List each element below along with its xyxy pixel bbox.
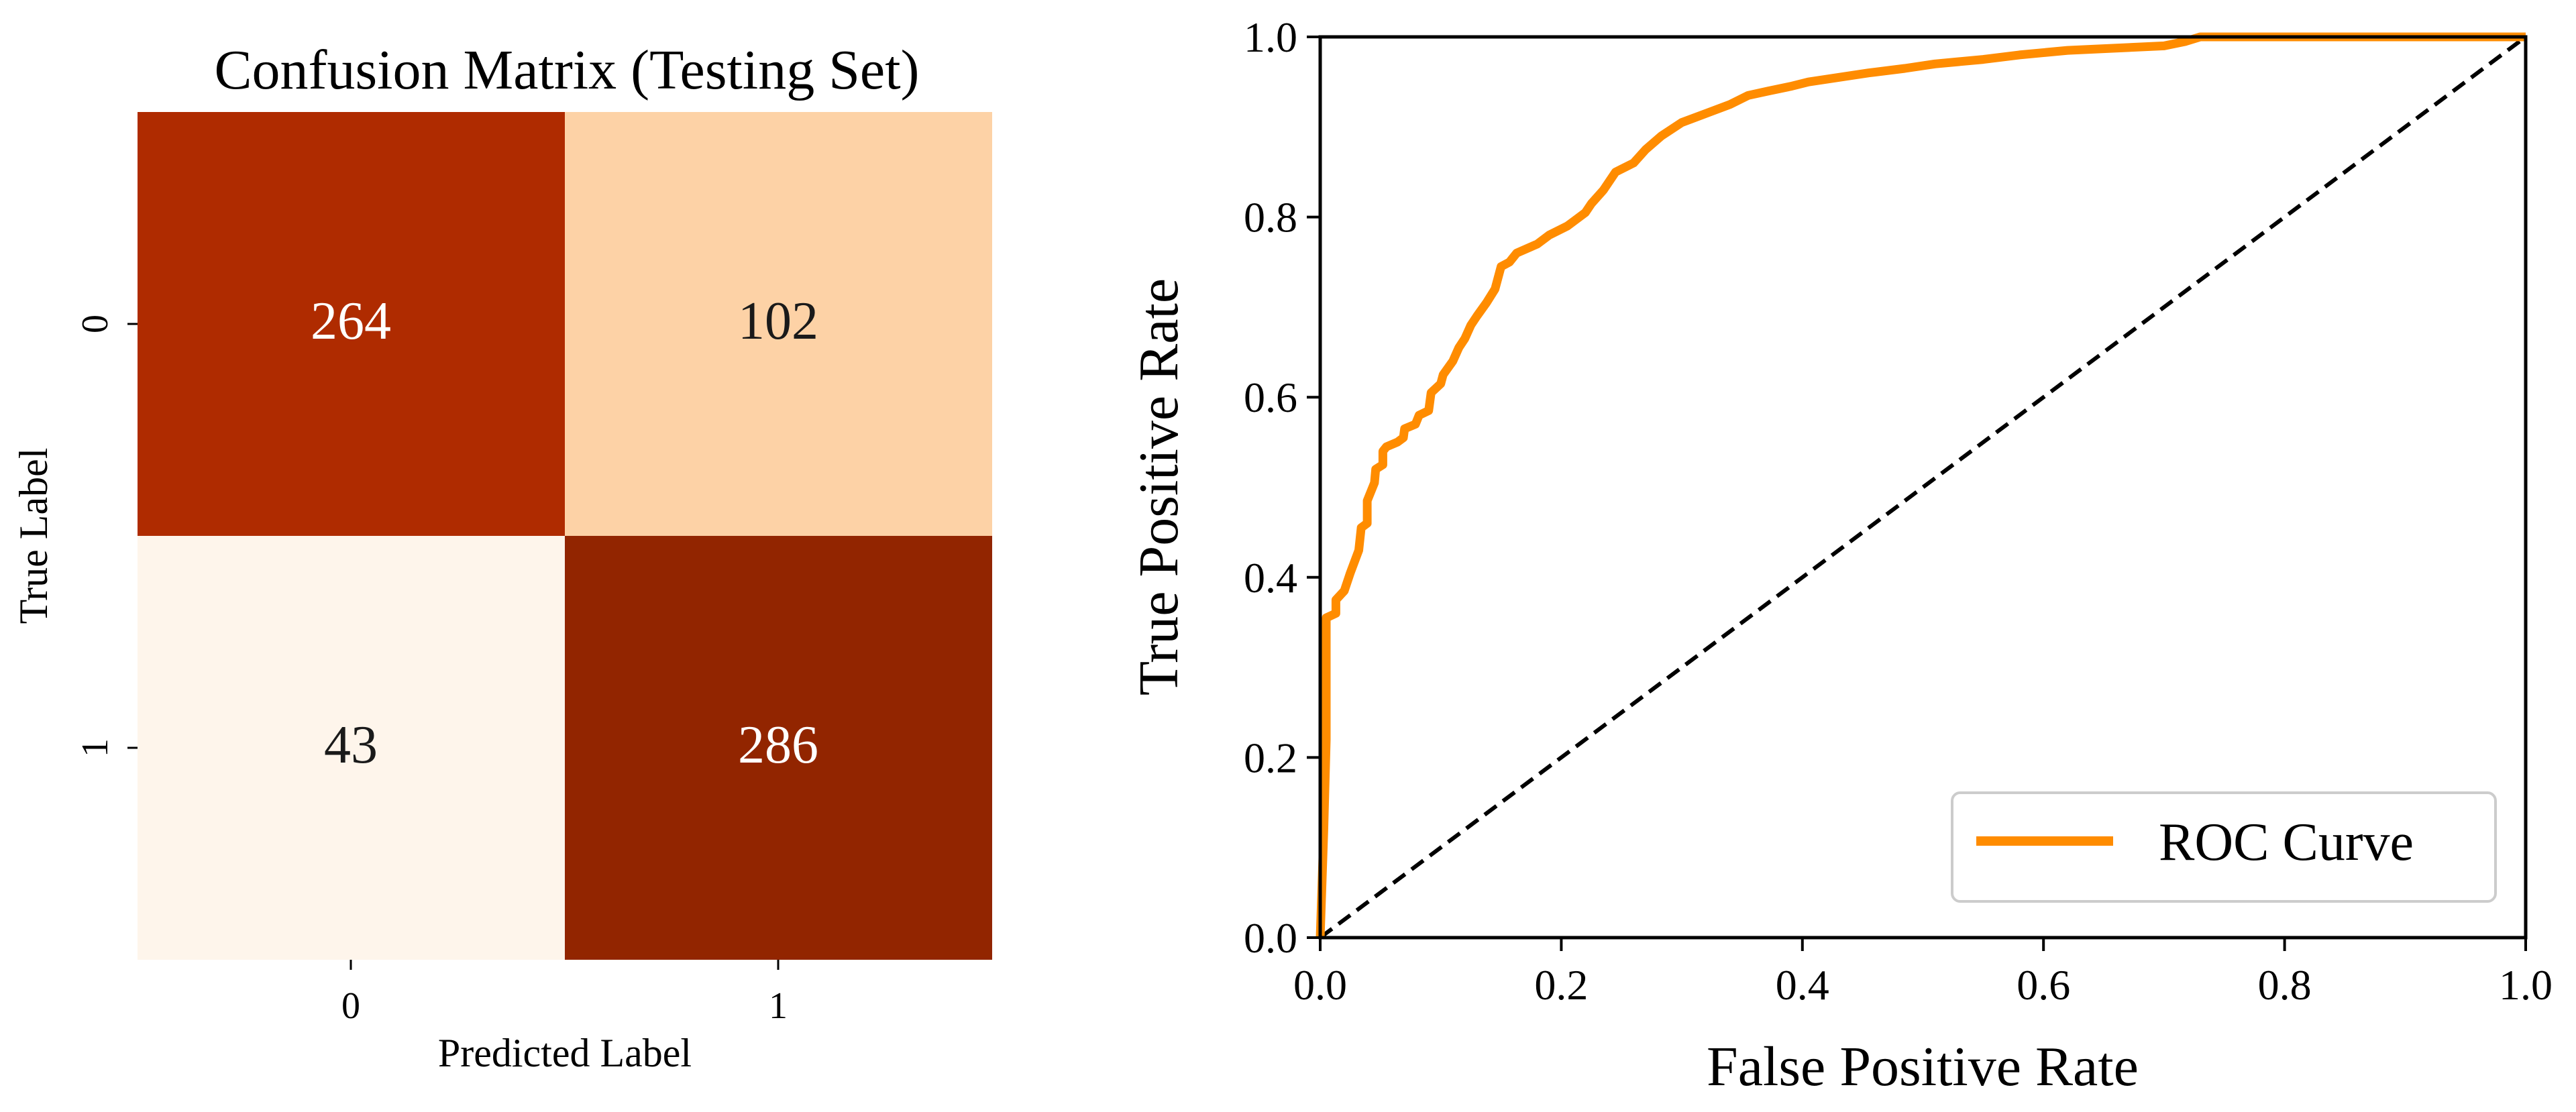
cm-ylabel: True Label [11,448,56,624]
roc-legend-label: ROC Curve [2159,813,2414,872]
roc-xtick-label-0: 0.0 [1293,961,1347,1009]
roc-chart: 0.0 0.2 0.4 0.6 0.8 1.0 0.0 0.2 0.4 0.6 0.8 1.0 Fa… [1128,13,2553,1098]
roc-ytick-label-0: 0.0 [1244,914,1297,962]
roc-ylabel: True Positive Rate [1128,278,1190,696]
roc-ytick-label-3: 0.6 [1244,374,1297,421]
cm-cell-0-0 [138,112,565,536]
cm-cell-1-0 [138,536,565,960]
roc-xlabel: False Positive Rate [1707,1036,2139,1098]
roc-xtick-label-3: 0.6 [2017,961,2070,1009]
cm-cell-0-1 [565,112,992,536]
roc-y-ticks: 0.0 0.2 0.4 0.6 0.8 1.0 [1244,13,1320,962]
roc-ytick-label-5: 1.0 [1244,13,1297,61]
cm-title: Confusion Matrix (Testing Set) [214,39,919,101]
roc-plot-area [1316,32,2527,940]
roc-axes-frame [1318,35,2528,940]
roc-xtick-label-5: 1.0 [2499,961,2553,1009]
cm-ytick-1-label: 1 [74,738,116,757]
cm-value-1-1: 286 [738,716,818,775]
cm-ytick-0-label: 0 [74,315,116,333]
cm-xtick-1-label: 1 [769,985,788,1027]
roc-xtick-label-4: 0.8 [2258,961,2312,1009]
cm-value-0-1: 102 [738,292,818,351]
cm-xlabel: Predicted Label [438,1031,692,1075]
cm-value-1-0: 43 [324,716,378,775]
roc-ytick-label-2: 0.4 [1244,554,1297,602]
roc-x-ticks: 0.0 0.2 0.4 0.6 0.8 1.0 [1293,938,2553,1009]
cm-xtick-0-label: 0 [341,985,360,1027]
roc-legend-box [1951,791,2497,903]
roc-legend: ROC Curve [1951,791,2497,903]
roc-xtick-label-1: 0.2 [1534,961,1588,1009]
cm-cell-1-1 [565,536,992,960]
roc-ytick-label-4: 0.8 [1244,194,1297,241]
cm-value-0-0: 264 [311,292,391,351]
roc-ytick-label-1: 0.2 [1244,734,1297,781]
roc-xtick-label-2: 0.4 [1776,961,1829,1009]
confusion-matrix-chart: Confusion Matrix (Testing Set) 264 102 4… [11,39,992,1075]
roc-curve-line [1316,32,2526,938]
